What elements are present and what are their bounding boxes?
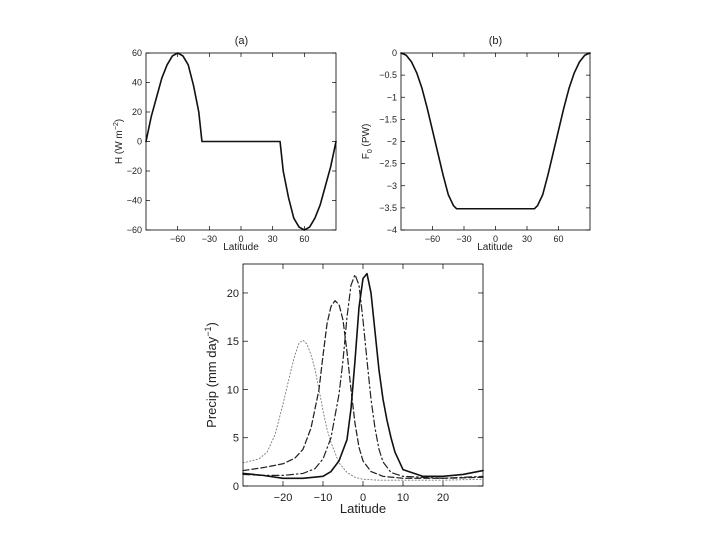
panel-a-plot-area: [145, 52, 337, 231]
panel-b-x-tick-label: 30: [522, 234, 532, 244]
panel-c-y-tick-label: 0: [233, 481, 239, 493]
panel-b-transport: (b) −60 −30 0 30 60 0 −0.5 −1 −1.5 −2 −2.5 −3 −3.5 −4…: [361, 35, 591, 253]
panel-b-x-tick-label: −60: [425, 234, 440, 244]
panel-c-plot-area: [242, 272, 484, 481]
panel-b-y-tick-label: −3: [387, 181, 397, 191]
panel-a-y-label: H (W m−2): [113, 119, 125, 164]
panel-c-ticks: −20 −10 0 10 20 0 5 10 15 20: [227, 264, 483, 504]
panel-a-x-tick-label: 30: [268, 234, 278, 244]
panel-a-title: (a): [235, 35, 248, 47]
panel-c-y-tick-label: 10: [227, 384, 239, 396]
panel-c-x-tick-label: 0: [360, 492, 366, 504]
panel-a-x-tick-label: 0: [238, 234, 243, 244]
panel-b-y-tick-label: −2: [387, 137, 397, 147]
panel-c-y-tick-label: 15: [227, 336, 239, 348]
panel-a-y-tick-label: −40: [127, 196, 142, 206]
panel-c-series-dashed-line: [242, 300, 484, 479]
panel-b-y-tick-label: −1: [387, 92, 397, 102]
panel-c-series-solid-line: [242, 272, 484, 480]
panel-b-y-tick-label: −3.5: [379, 203, 397, 213]
panel-b-x-label: Latitude: [477, 242, 513, 253]
panel-c-x-tick-label: −20: [274, 492, 293, 504]
panel-c-series-dotted-line: [242, 339, 484, 481]
panel-a-y-tick-label: −60: [127, 225, 142, 235]
panel-b-x-tick-label: −30: [456, 234, 471, 244]
panel-a-series-solid-line: [145, 52, 337, 231]
panel-b-y-tick-label: −1.5: [379, 114, 397, 124]
panel-c-frame: [242, 263, 484, 487]
panel-b-y-tick-label: −4: [387, 225, 397, 235]
panel-a-y-tick-label: 60: [132, 48, 142, 58]
panel-b-x-tick-label: 0: [493, 234, 498, 244]
panel-b-series-solid-line: [400, 52, 591, 210]
panel-a-x-tick-label: −30: [202, 234, 217, 244]
panel-a-heat-flux: (a) −60 −30 0 30 60 −60 −40 −20 0 20 40 60 Latitude…: [113, 35, 337, 253]
panel-c-series-dashdot-line: [242, 274, 484, 479]
panel-b-y-tick-label: −2.5: [379, 159, 397, 169]
panel-c-x-tick-label: −10: [314, 492, 333, 504]
panel-a-y-tick-label: 20: [132, 107, 142, 117]
panel-a-y-tick-label: −20: [127, 166, 142, 176]
panel-b-y-label: F0 (PW): [361, 124, 374, 160]
panel-a-y-tick-label: 0: [137, 137, 142, 147]
panel-a-ticks: −60 −30 0 30 60 −60 −40 −20 0 20 40 60: [127, 48, 336, 244]
panel-b-title: (b): [489, 35, 502, 47]
panel-c-precipitation: −20 −10 0 10 20 0 5 10 15 20 Latitude Precip (mm …: [203, 263, 484, 516]
panel-c-y-tick-label: 20: [227, 288, 239, 300]
panel-a-x-tick-label: −60: [170, 234, 185, 244]
panel-c-y-tick-label: 5: [233, 433, 239, 445]
panel-c-x-label: Latitude: [340, 501, 386, 516]
panel-a-x-tick-label: 60: [299, 234, 309, 244]
panel-b-x-tick-label: 60: [553, 234, 563, 244]
panel-b-frame: [400, 52, 591, 231]
panel-b-plot-area: [400, 52, 591, 210]
panel-b-y-tick-label: 0: [392, 48, 397, 58]
panel-a-y-tick-label: 40: [132, 78, 142, 88]
panel-b-ticks: −60 −30 0 30 60 0 −0.5 −1 −1.5 −2 −2.5 −3 −3.5 −4: [379, 48, 590, 244]
panel-c-x-tick-label: 20: [437, 492, 449, 504]
panel-b-y-tick-label: −0.5: [379, 70, 397, 80]
panel-a-x-label: Latitude: [223, 242, 259, 253]
panel-c-x-tick-label: 10: [397, 492, 409, 504]
panel-a-frame: [145, 52, 337, 231]
panel-c-y-label: Precip (mm day−1): [203, 322, 219, 428]
